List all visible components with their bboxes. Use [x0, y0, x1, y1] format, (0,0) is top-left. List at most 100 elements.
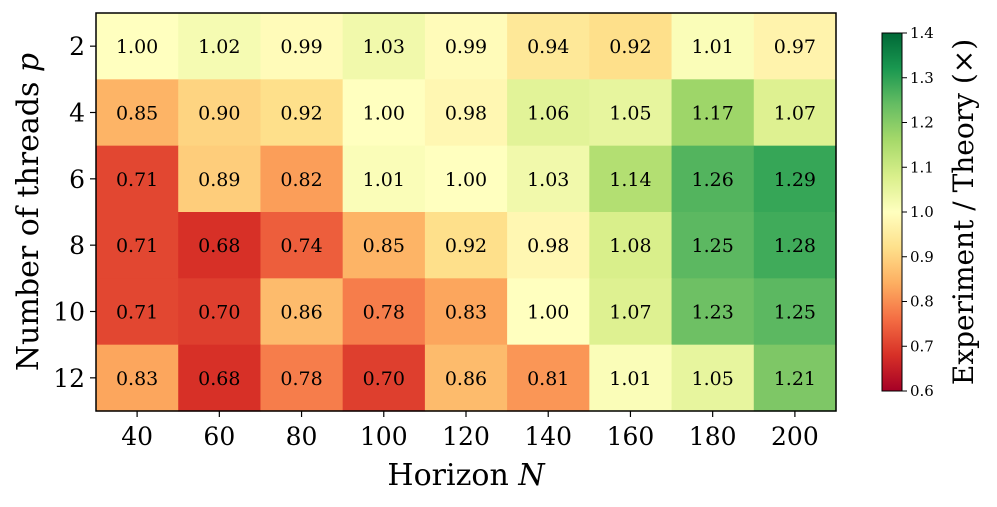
heatmap-cell: [589, 344, 673, 412]
heatmap-cell: [424, 212, 508, 279]
cell-value-label: 0.78: [280, 368, 322, 390]
heatmap-cell: [96, 79, 179, 147]
heatmap-cell: [178, 278, 262, 346]
heatmap-cell: [260, 79, 344, 147]
heatmap-cell: [424, 13, 508, 80]
colorbar-tick-label: 0.6: [910, 382, 934, 400]
y-axis-title: Number of threads p: [11, 53, 46, 371]
x-tick-label: 180: [689, 422, 737, 451]
heatmap-cell: [342, 145, 426, 213]
cell-value-label: 0.97: [774, 36, 816, 58]
cell-value-label: 0.78: [363, 302, 405, 324]
cell-value-label: 0.74: [280, 235, 322, 257]
colorbar-tick-label: 0.7: [910, 337, 934, 355]
y-axis-ticks: 2 4 6 8 10 12: [53, 32, 96, 393]
cell-value-label: 0.68: [198, 368, 240, 390]
cell-value-label: 1.07: [774, 103, 816, 125]
heatmap-cell: [507, 212, 590, 279]
heatmap-cell: [753, 212, 837, 279]
cell-value-label: 1.17: [692, 103, 734, 125]
colorbar-tick-label: 1.1: [910, 158, 934, 176]
cell-value-label: 0.89: [198, 169, 240, 191]
cell-value-label: 1.05: [609, 103, 651, 125]
y-tick-label: 8: [69, 231, 85, 260]
heatmap-cell: [178, 145, 262, 213]
colorbar-tick-label: 1.2: [910, 114, 934, 132]
cell-value-label: 0.81: [527, 368, 569, 390]
cell-value-label: 1.07: [609, 302, 651, 324]
heatmap-cell: [260, 278, 344, 346]
cell-value-label: 1.03: [363, 36, 405, 58]
y-tick-label: 10: [53, 298, 85, 327]
heatmap-cell: [96, 278, 179, 346]
cell-value-label: 0.99: [445, 36, 487, 58]
heatmap-cell: [671, 79, 755, 147]
y-tick-label: 12: [53, 364, 85, 393]
heatmap-cell: [96, 13, 179, 80]
heatmap-cell: [671, 344, 755, 412]
heatmap-cell: [260, 13, 344, 80]
y-tick-label: 2: [69, 32, 85, 61]
cell-value-label: 0.71: [116, 169, 158, 191]
heatmap-cell: [342, 13, 426, 80]
heatmap-cell: [424, 145, 508, 213]
heatmap-cell: [260, 145, 344, 213]
heatmap-cells: 1.00 1.02 0.99 1.03 0.99 0.94 0.92 1.01 0.97 0.85…: [96, 13, 837, 412]
cell-value-label: 0.83: [116, 368, 158, 390]
cell-value-label: 1.06: [527, 103, 569, 125]
heatmap-cell: [507, 344, 590, 412]
cell-value-label: 0.70: [363, 368, 405, 390]
cell-value-label: 1.25: [774, 302, 816, 324]
x-tick-label: 40: [121, 422, 153, 451]
cell-value-label: 0.94: [527, 36, 569, 58]
heatmap-cell: [589, 278, 673, 346]
heatmap-cell: [342, 344, 426, 412]
cell-value-label: 0.85: [116, 103, 158, 125]
heatmap-cell: [671, 278, 755, 346]
colorbar-ticks: 0.6 0.7 0.8 0.9 1.0 1.1 1.2 1.3 1.4: [902, 24, 934, 400]
cell-value-label: 1.25: [692, 235, 734, 257]
x-tick-label: 200: [771, 422, 819, 451]
heatmap-cell: [178, 79, 262, 147]
cell-value-label: 0.92: [445, 235, 487, 257]
heatmap-cell: [342, 278, 426, 346]
cell-value-label: 1.02: [198, 36, 240, 58]
heatmap-cell: [96, 145, 179, 213]
colorbar-tick-label: 1.4: [910, 24, 934, 42]
cell-value-label: 0.92: [609, 36, 651, 58]
x-tick-label: 80: [286, 422, 318, 451]
heatmap-cell: [424, 344, 508, 412]
heatmap-cell: [96, 344, 179, 412]
heatmap-cell: [507, 13, 590, 80]
cell-value-label: 1.23: [692, 302, 734, 324]
colorbar-label: Experiment / Theory (×): [947, 39, 980, 385]
heatmap-cell: [671, 145, 755, 213]
x-tick-label: 160: [607, 422, 655, 451]
y-tick-label: 6: [69, 165, 85, 194]
colorbar-tick-label: 1.3: [910, 69, 934, 87]
heatmap-cell: [589, 212, 673, 279]
heatmap-cell: [342, 212, 426, 279]
x-axis-ticks: 40 60 80 100 120 140 160 180 200: [121, 411, 819, 451]
cell-value-label: 1.05: [692, 368, 734, 390]
cell-value-label: 1.01: [692, 36, 734, 58]
heatmap-cell: [589, 13, 673, 80]
heatmap-cell: [753, 145, 837, 213]
cell-value-label: 0.71: [116, 302, 158, 324]
colorbar: [881, 32, 903, 392]
cell-value-label: 0.98: [445, 103, 487, 125]
heatmap-cell: [260, 344, 344, 412]
cell-value-label: 1.00: [527, 302, 569, 324]
cell-value-label: 0.98: [527, 235, 569, 257]
cell-value-label: 1.00: [445, 169, 487, 191]
cell-value-label: 1.00: [363, 103, 405, 125]
colorbar-tick-label: 0.9: [910, 248, 934, 266]
cell-value-label: 1.03: [527, 169, 569, 191]
y-tick-label: 4: [69, 99, 85, 128]
cell-value-label: 0.99: [280, 36, 322, 58]
cell-value-label: 0.71: [116, 235, 158, 257]
heatmap-cell: [178, 344, 262, 412]
cell-value-label: 0.85: [363, 235, 405, 257]
cell-value-label: 0.86: [445, 368, 487, 390]
cell-value-label: 0.82: [280, 169, 322, 191]
